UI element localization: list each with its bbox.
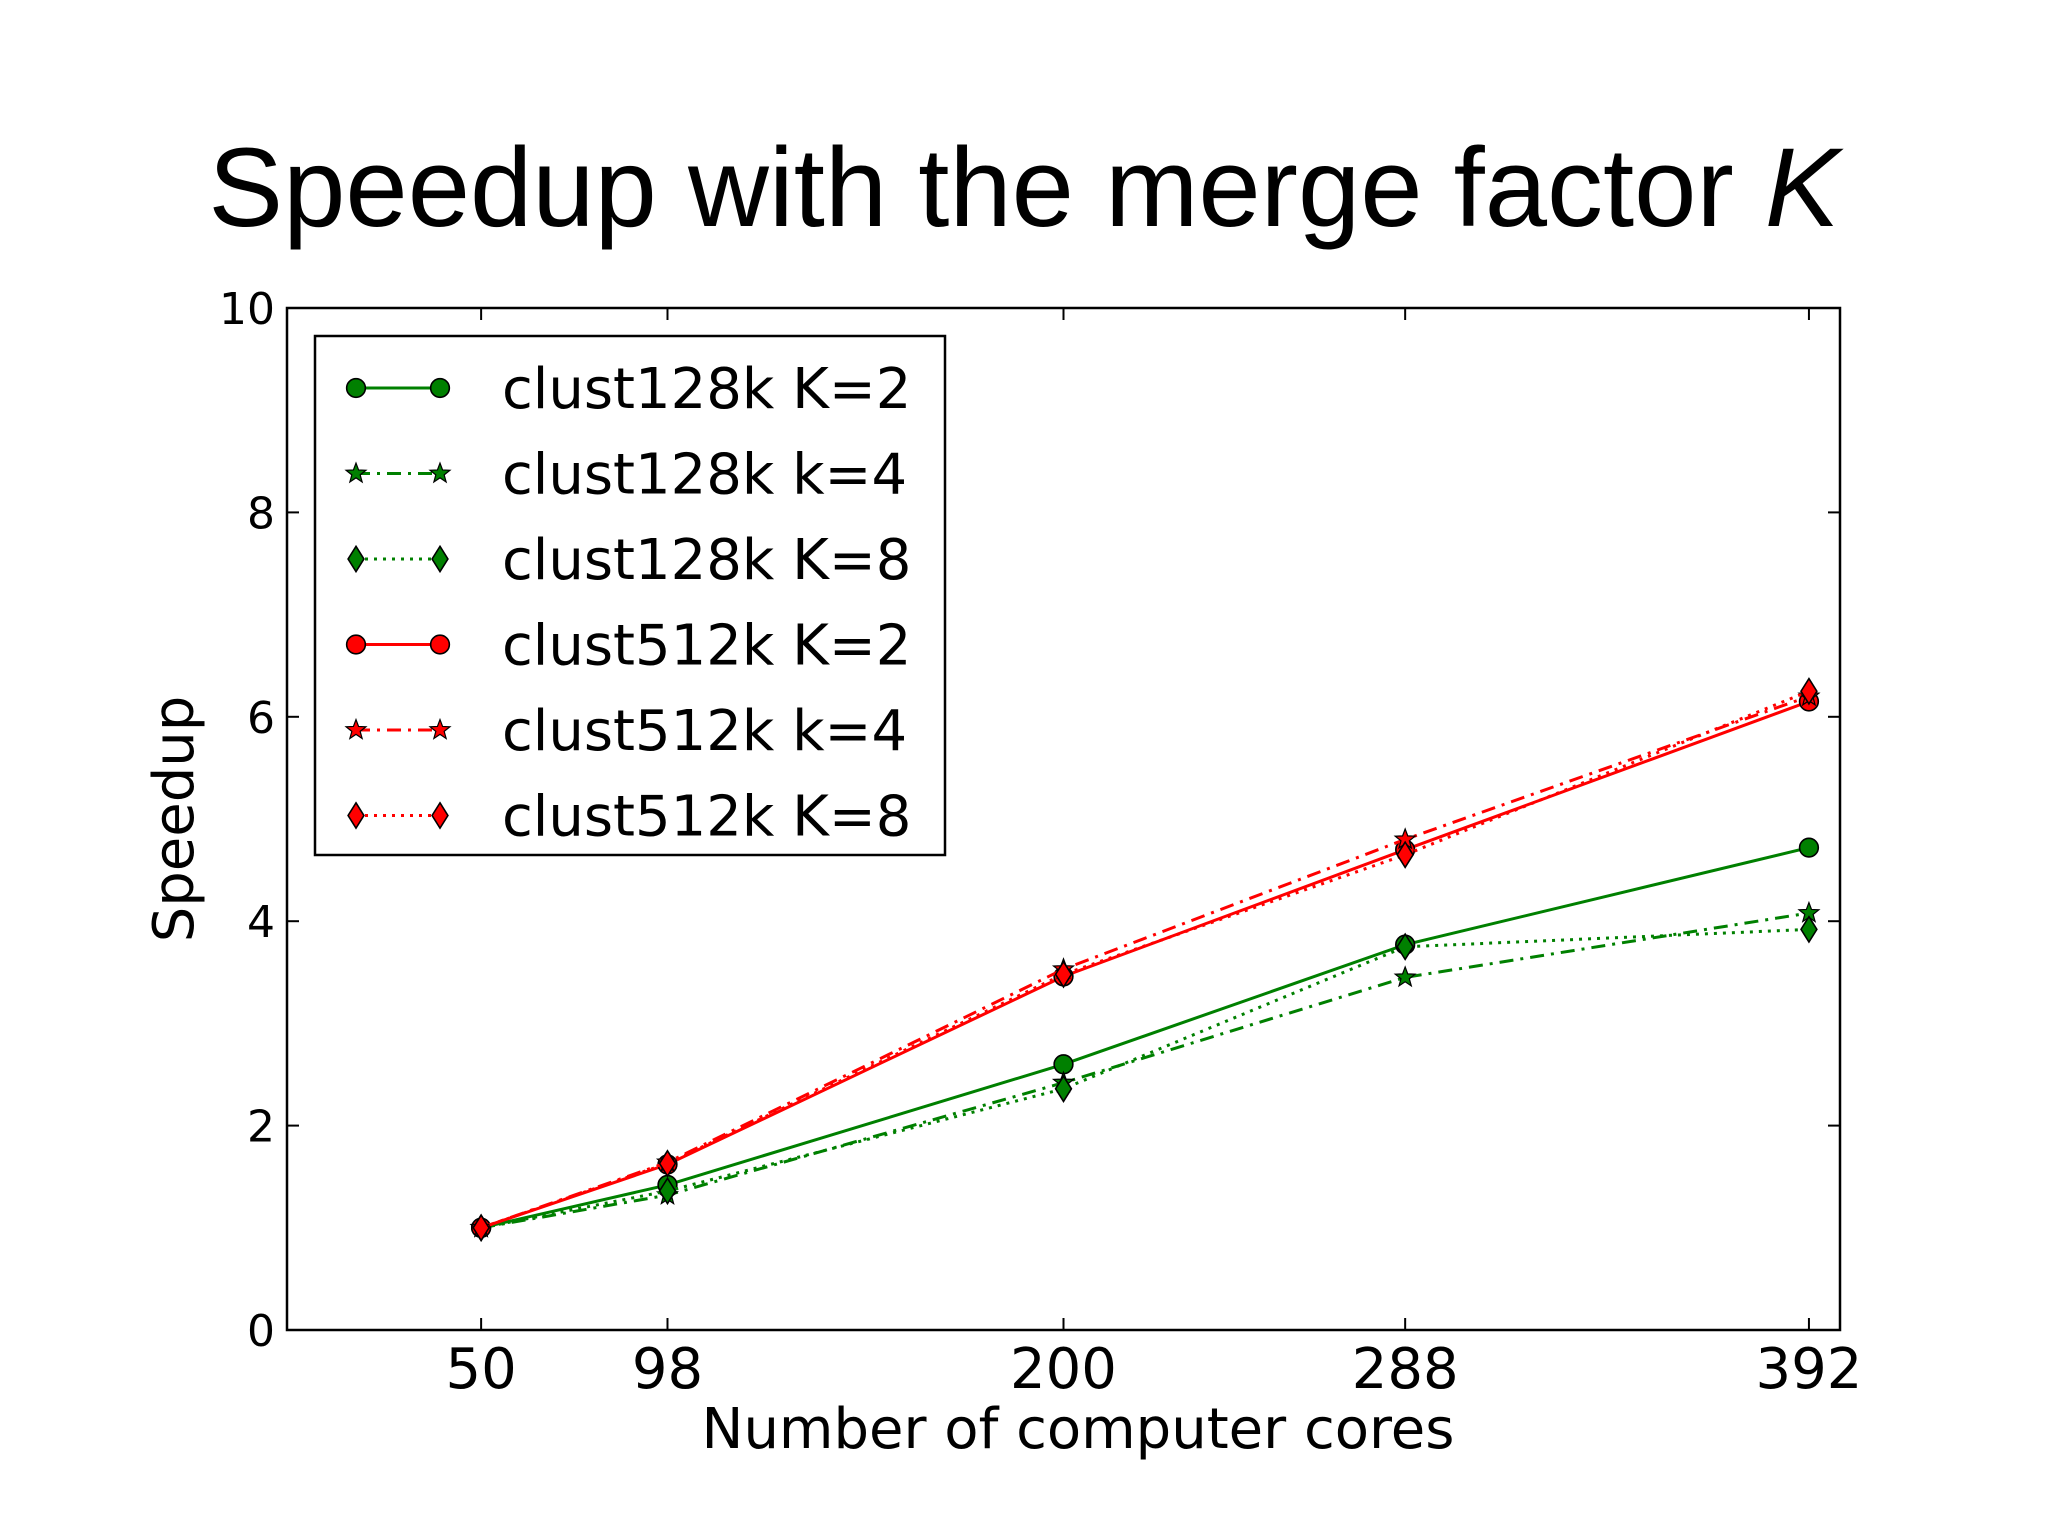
legend-entry: clust512k K=8	[347, 785, 911, 850]
legend-marker	[345, 634, 367, 655]
x-axis-label: Number of computer cores	[702, 1397, 1455, 1462]
legend-marker	[347, 544, 365, 574]
legend: clust128k K=2 clust128k k=4 clust128k K=8 c…	[313, 334, 947, 857]
series-line	[480, 689, 1810, 1230]
data-point	[658, 1176, 677, 1206]
data-point	[658, 1149, 677, 1178]
legend-label: clust128k K=2	[502, 357, 911, 422]
x-tick-label: 200	[1010, 1337, 1117, 1402]
data-point	[1054, 960, 1073, 989]
slide-title: Speedup with the merge factor K	[0, 132, 2048, 244]
series-layer	[469, 677, 1821, 1242]
legend-marker	[347, 801, 365, 830]
x-tick-label: 288	[1352, 1337, 1459, 1402]
series-line	[480, 694, 1810, 1230]
legend-marker	[428, 461, 452, 484]
slide-title-italic: K	[1764, 125, 1840, 250]
x-tick-label: 50	[445, 1337, 516, 1402]
legend-entry: clust128k K=2	[345, 357, 911, 422]
legend-label: clust128k K=8	[502, 528, 911, 593]
legend-frame	[313, 334, 947, 857]
y-tick-label: 8	[247, 488, 275, 539]
series-5	[472, 677, 1818, 1242]
data-point	[1798, 837, 1820, 858]
legend-marker	[345, 377, 367, 399]
series-line	[480, 927, 1809, 1230]
x-tick-label: 98	[632, 1337, 703, 1402]
y-tick-label: 4	[247, 897, 275, 948]
data-point	[1396, 932, 1415, 961]
legend-marker	[431, 544, 449, 574]
legend-marker	[344, 717, 368, 740]
legend-marker	[429, 377, 451, 399]
legend-entry: clust512k k=4	[344, 699, 907, 764]
legend-entry: clust128k K=8	[347, 528, 911, 593]
y-tick-label: 0	[247, 1306, 275, 1357]
legend-marker	[429, 634, 451, 655]
series-0	[470, 837, 1820, 1238]
plot-frame	[285, 306, 1842, 1332]
legend-entry: clust128k k=4	[344, 443, 907, 508]
y-tick-label: 2	[247, 1102, 275, 1153]
data-point	[1054, 1074, 1073, 1103]
legend-marker	[431, 801, 449, 830]
x-tick-label: 392	[1755, 1337, 1862, 1402]
legend-label: clust512k K=2	[502, 614, 911, 679]
legend-marker	[344, 461, 368, 484]
series-2	[472, 915, 1818, 1242]
tick-labels: 0 2 4 6 8 10 50 98 200 288 392	[219, 284, 1862, 1402]
y-axis-label: Speedup	[142, 696, 207, 943]
legend-label: clust512k K=8	[502, 785, 911, 850]
legend-entry: clust512k K=2	[345, 614, 911, 679]
series-line	[480, 846, 1810, 1230]
data-point	[1800, 915, 1818, 944]
legend-label: clust128k k=4	[502, 443, 907, 508]
slide-title-main: Speedup with the merge factor	[208, 125, 1734, 250]
data-point	[1393, 965, 1417, 988]
data-point	[1800, 677, 1818, 706]
y-tick-label: 10	[219, 284, 275, 335]
data-point	[1396, 840, 1415, 869]
y-tick-label: 6	[247, 693, 275, 744]
data-point	[472, 1213, 490, 1242]
legend-label: clust512k k=4	[502, 699, 907, 764]
legend-marker	[428, 717, 452, 740]
